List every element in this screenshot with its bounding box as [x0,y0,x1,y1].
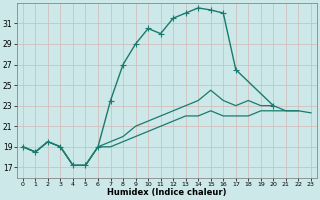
X-axis label: Humidex (Indice chaleur): Humidex (Indice chaleur) [107,188,227,197]
